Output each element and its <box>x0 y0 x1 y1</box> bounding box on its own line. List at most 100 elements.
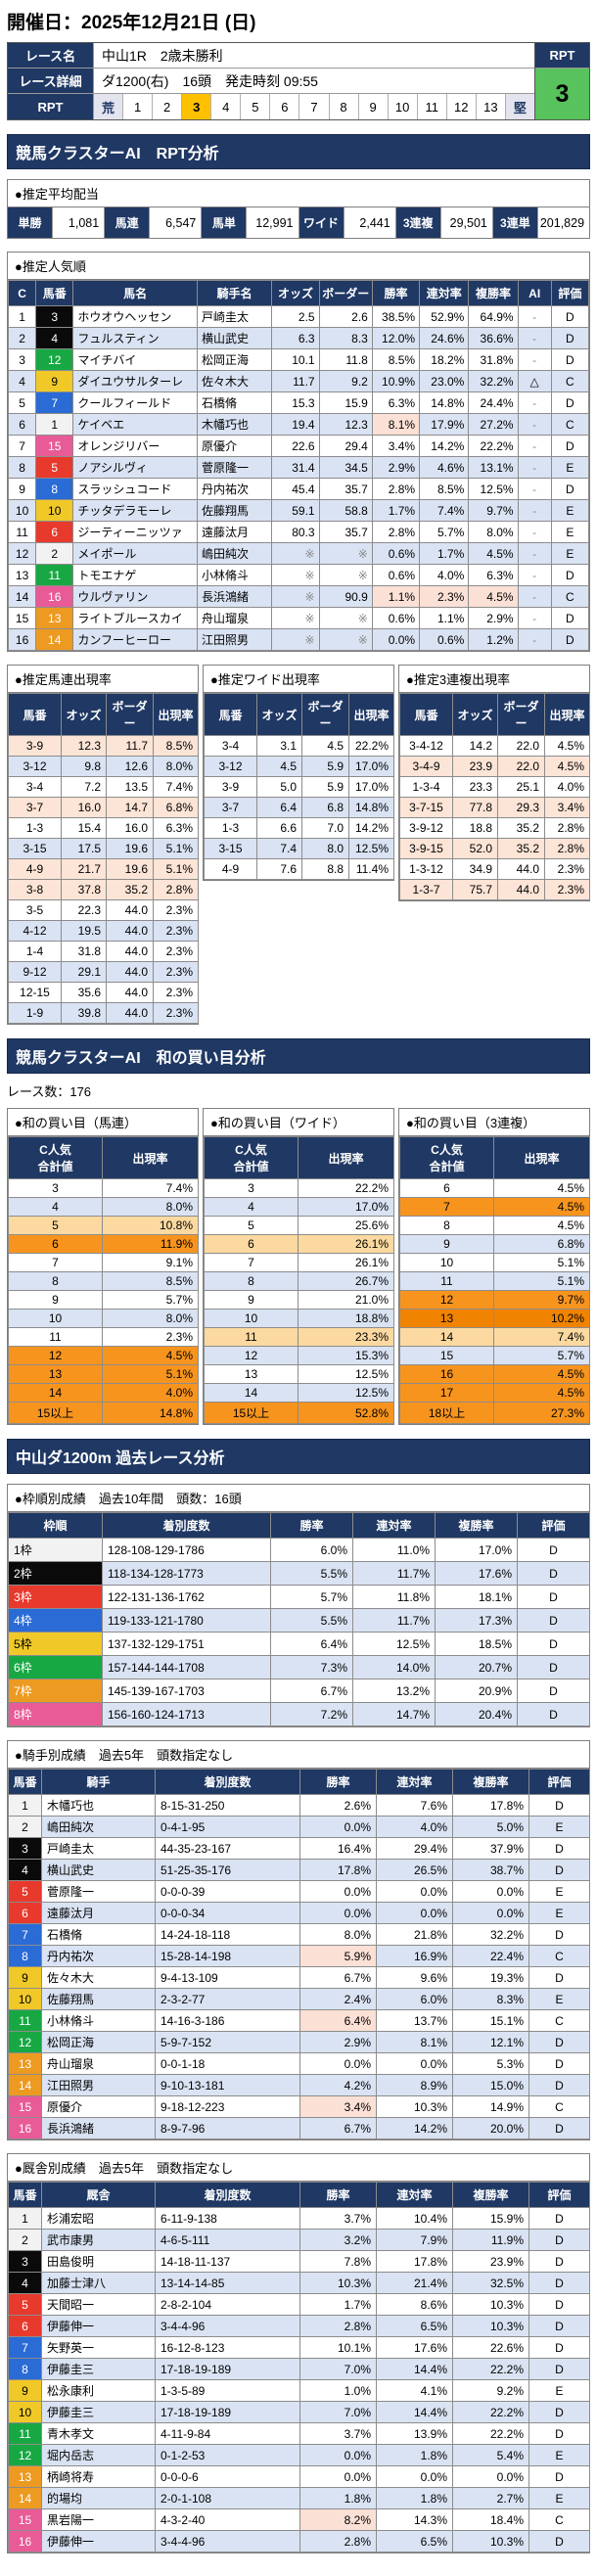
jockey-name: 舟山瑠泉 <box>196 607 273 629</box>
wa-row: 7 26.1% <box>204 1253 394 1272</box>
finish-counts: 6-11-9-138 <box>155 2207 300 2230</box>
show-rate: 11.9% <box>452 2229 529 2251</box>
win-rate: 3.7% <box>299 2207 377 2230</box>
show-rate: 9.2% <box>452 2379 529 2402</box>
win-rate: 2.8% <box>371 478 421 500</box>
occurrence-rate: 5.1% <box>153 838 199 859</box>
win-rate: 5.5% <box>270 1608 353 1633</box>
border: 19.6 <box>106 858 154 880</box>
frame-row: 5枠 137-132-129-1751 6.4% 12.5% 18.5% D <box>8 1632 590 1656</box>
evaluation: D <box>550 348 590 371</box>
evaluation: C <box>550 413 590 436</box>
occurrence-row: 1-3-12 34.9 44.0 2.3% <box>399 858 590 880</box>
quinella-rate: 7.4% <box>419 499 470 522</box>
stable-name: 的場均 <box>41 2487 156 2509</box>
frame-results-box: ●枠順別成績 過去10年間 頭数：16頭 枠順 着別度数 勝率 連対率 複勝率 評価 1枠 1… <box>7 1484 590 1727</box>
wa-row: 11 2.3% <box>8 1327 199 1347</box>
wa-umaren-table: C人気 合計値 出現率 3 7.4% 4 8.0% 5 10.8% 6 11.9% 7 9.1% 8 8.… <box>8 1136 199 1424</box>
ai-mark: - <box>517 348 552 371</box>
quinella-rate: 1.7% <box>419 542 470 565</box>
quinella-rate: 7.6% <box>376 1794 453 1817</box>
occurrence-row: 3-7-15 77.8 29.3 3.4% <box>399 797 590 818</box>
rpt-scale-cell-7: 7 <box>299 94 330 119</box>
win-rate: 3.4% <box>299 2095 377 2118</box>
win-rate: 10.1% <box>299 2336 377 2359</box>
combination: 1-4 <box>8 941 62 962</box>
column-header: 勝率 <box>270 1512 353 1539</box>
win-rate: 8.2% <box>299 2508 377 2531</box>
finish-counts: 17-18-19-189 <box>155 2358 300 2380</box>
horse-number: 9 <box>35 370 74 392</box>
wa-row: 17 4.5% <box>399 1383 590 1403</box>
odds: 14.2 <box>452 735 498 757</box>
win-rate: 6.4% <box>270 1632 353 1656</box>
finish-counts: 13-14-14-85 <box>155 2272 300 2294</box>
occurrence-rate: 2.8% <box>153 879 199 900</box>
finish-counts: 44-35-23-167 <box>155 1837 300 1860</box>
horse-name: メイポール <box>72 542 198 565</box>
win-rate: 12.0% <box>371 327 421 349</box>
evaluation: D <box>550 391 590 414</box>
win-rate: 0.0% <box>299 1880 377 1903</box>
horse-number: 4 <box>8 2272 42 2294</box>
odds: 2.5 <box>271 305 320 328</box>
quinella-rate: 17.6% <box>376 2336 453 2359</box>
occurrence-rate: 5.7% <box>493 1346 590 1365</box>
frame-row: 6枠 157-144-144-1708 7.3% 14.0% 20.7% D <box>8 1655 590 1679</box>
finish-counts: 137-132-129-1751 <box>102 1632 271 1656</box>
odds: 3.1 <box>256 735 302 757</box>
horse-number: 3 <box>8 1837 42 1860</box>
stable-row: 11 青木孝文 4-11-9-84 3.7% 13.9% 22.2% D <box>8 2422 590 2445</box>
wa-row: 13 10.2% <box>399 1309 590 1328</box>
rpt-scale-cell-13: 13 <box>477 94 506 119</box>
border: 25.1 <box>497 776 545 798</box>
combination: 1-3 <box>204 817 257 839</box>
win-rate: 7.0% <box>299 2401 377 2423</box>
jockey-row: 10 佐藤翔馬 2-3-2-77 2.4% 6.0% 8.3% E <box>8 1988 590 2010</box>
win-rate: 0.6% <box>371 564 421 586</box>
occurrence-rate: 2.3% <box>153 982 199 1003</box>
popularity-row: 1 3 ホウオウヘッセン 戸崎圭太 2.5 2.6 38.5% 52.9% 64.9% - D <box>7 305 590 328</box>
c-popularity-sum: 8 <box>399 1216 494 1235</box>
combination: 3-12 <box>204 756 257 777</box>
quinella-rate: 1.8% <box>376 2487 453 2509</box>
evaluation: D <box>528 1837 590 1860</box>
c-popularity-sum: 14 <box>399 1327 494 1347</box>
column-header: オッズ <box>452 693 498 736</box>
column-header: 出現率 <box>544 693 590 736</box>
evaluation: D <box>528 2315 590 2337</box>
horse-name: ダイユウサルターレ <box>72 370 198 392</box>
border: 19.6 <box>106 838 154 859</box>
payout-label: 馬連 <box>105 207 151 238</box>
c-rank: 14 <box>7 585 37 608</box>
popularity-row: 4 9 ダイユウサルターレ 佐々木大 11.7 9.2 10.9% 23.0% 32.2% △ C <box>7 370 590 392</box>
odds: 31.4 <box>271 456 320 479</box>
column-header: 複勝率 <box>452 2182 529 2208</box>
win-rate: 6.7% <box>299 1966 377 1989</box>
quinella-rate: 11.8% <box>352 1585 436 1609</box>
stable-results-box: ●厩舎別成績 過去5年 頭数指定なし 馬番 厩舎 着別度数 勝率 連対率 複勝率 評価 1 杉浦… <box>7 2153 590 2553</box>
jockey-name: 佐藤翔馬 <box>196 499 273 522</box>
evaluation: E <box>528 1902 590 1924</box>
win-rate: 1.8% <box>299 2487 377 2509</box>
jockey-row: 15 原優介 9-18-12-223 3.4% 10.3% 14.9% C <box>8 2095 590 2118</box>
wa-row: 3 7.4% <box>8 1178 199 1198</box>
c-rank: 2 <box>7 327 37 349</box>
ai-mark: - <box>517 521 552 543</box>
odds: 15.3 <box>271 391 320 414</box>
jockey-name: 木幡巧也 <box>41 1794 156 1817</box>
payout-value: 6,547 <box>150 207 203 238</box>
c-popularity-sum: 4 <box>204 1197 298 1217</box>
wa-row: 5 10.8% <box>8 1216 199 1235</box>
show-rate: 8.3% <box>452 1988 529 2010</box>
popularity-row: 9 8 スラッシュコード 丹内祐次 45.4 35.7 2.8% 8.5% 12.5% - D <box>7 478 590 500</box>
occurrence-row: 3-12 4.5 5.9 17.0% <box>204 756 394 777</box>
show-rate: 4.5% <box>468 585 519 608</box>
quinella-rate: 13.2% <box>352 1679 436 1703</box>
horse-number: 8 <box>8 1945 42 1967</box>
quinella-rate: 14.2% <box>419 435 470 457</box>
payout-label: 3連複 <box>395 207 441 238</box>
ai-mark: - <box>517 628 552 651</box>
border: 35.7 <box>318 478 373 500</box>
header-row: 馬番 厩舎 着別度数 勝率 連対率 複勝率 評価 <box>8 2182 590 2208</box>
